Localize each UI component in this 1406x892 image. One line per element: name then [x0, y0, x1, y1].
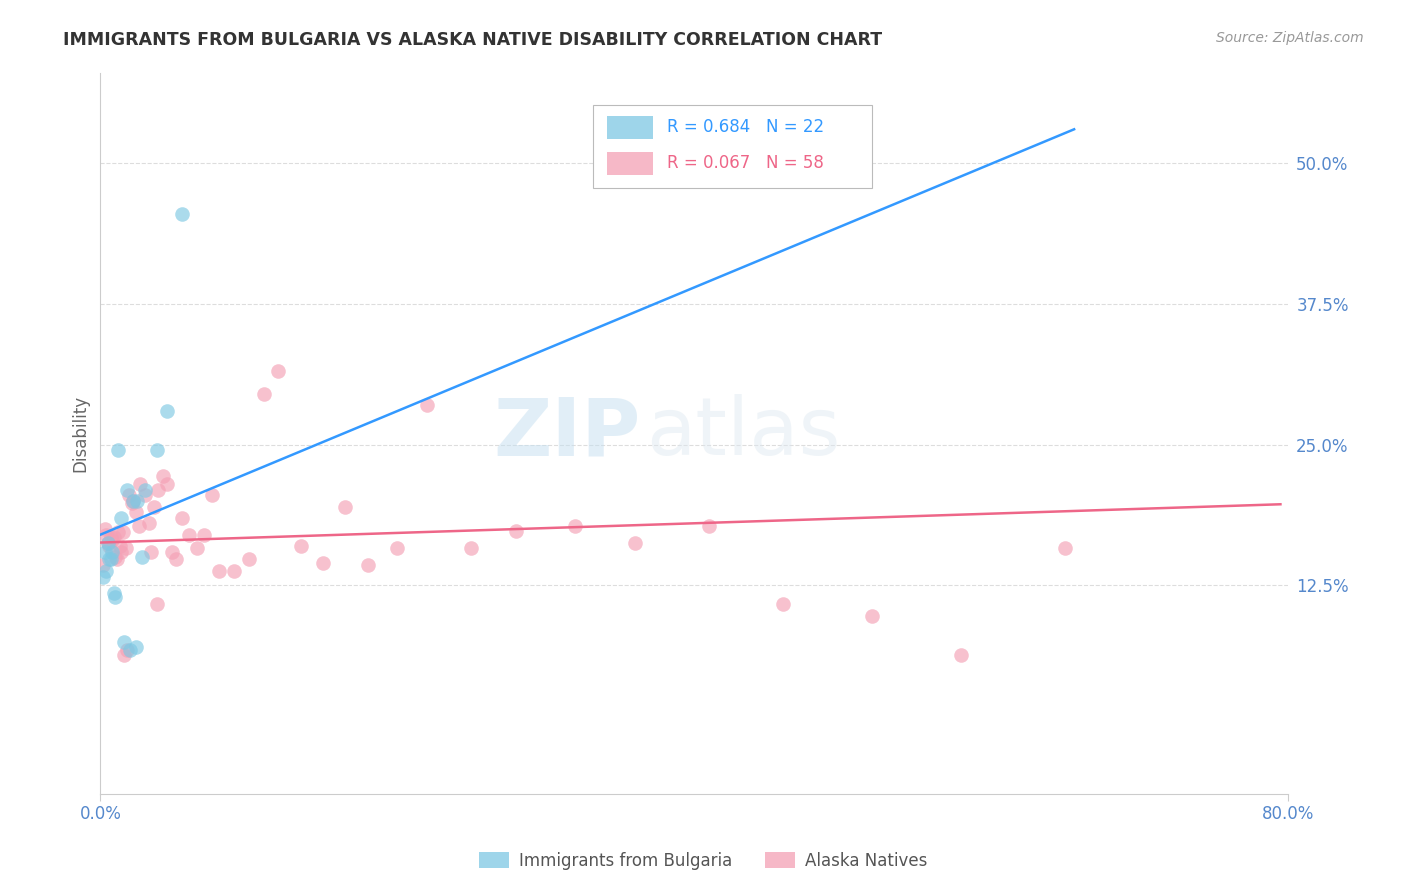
- Point: [170, 510, 193, 524]
- Point: [97, 535, 120, 549]
- Point: [267, 364, 290, 378]
- Point: [623, 535, 645, 549]
- Point: [201, 488, 224, 502]
- Point: [564, 518, 586, 533]
- Point: [105, 552, 128, 566]
- Text: atlas: atlas: [647, 394, 841, 473]
- Point: [134, 483, 156, 497]
- Point: [131, 550, 153, 565]
- Point: [145, 443, 167, 458]
- Point: [156, 477, 179, 491]
- Legend: Immigrants from Bulgaria, Alaska Natives: Immigrants from Bulgaria, Alaska Natives: [472, 846, 934, 877]
- Point: [127, 494, 149, 508]
- Point: [101, 544, 124, 558]
- Point: [103, 586, 125, 600]
- Point: [125, 505, 148, 519]
- Point: [460, 541, 482, 556]
- Point: [416, 398, 439, 412]
- Point: [148, 483, 170, 497]
- Point: [104, 590, 127, 604]
- Text: R = 0.684   N = 22: R = 0.684 N = 22: [666, 118, 824, 136]
- Point: [165, 552, 187, 566]
- FancyBboxPatch shape: [593, 105, 872, 188]
- Point: [860, 608, 883, 623]
- Point: [121, 496, 143, 510]
- Point: [103, 530, 125, 544]
- Y-axis label: Disability: Disability: [72, 395, 89, 472]
- Point: [110, 510, 132, 524]
- Point: [94, 544, 117, 558]
- Point: [186, 541, 208, 556]
- Point: [112, 648, 135, 662]
- Point: [208, 564, 231, 578]
- Point: [134, 488, 156, 502]
- Point: [115, 483, 138, 497]
- Point: [387, 541, 409, 556]
- Point: [312, 556, 335, 570]
- Bar: [607, 152, 652, 175]
- Point: [111, 525, 134, 540]
- Point: [160, 544, 183, 558]
- Point: [107, 525, 129, 540]
- Point: [170, 207, 193, 221]
- Point: [118, 642, 141, 657]
- Point: [101, 533, 124, 548]
- Point: [156, 404, 179, 418]
- Point: [505, 524, 527, 539]
- Point: [222, 564, 245, 578]
- Point: [122, 494, 145, 508]
- Point: [125, 640, 148, 655]
- Point: [253, 387, 276, 401]
- Point: [238, 552, 260, 566]
- Point: [94, 522, 117, 536]
- Point: [152, 469, 174, 483]
- Point: [356, 558, 378, 572]
- Point: [122, 494, 145, 508]
- Point: [1054, 541, 1077, 556]
- Point: [772, 598, 794, 612]
- Text: Source: ZipAtlas.com: Source: ZipAtlas.com: [1216, 31, 1364, 45]
- Point: [145, 598, 167, 612]
- Point: [100, 530, 122, 544]
- Point: [115, 642, 138, 657]
- Point: [104, 550, 127, 565]
- Point: [950, 648, 973, 662]
- Point: [117, 488, 139, 502]
- Point: [129, 477, 152, 491]
- Text: ZIP: ZIP: [494, 394, 641, 473]
- Text: R = 0.067   N = 58: R = 0.067 N = 58: [666, 154, 824, 172]
- Point: [139, 544, 162, 558]
- Point: [193, 527, 215, 541]
- Point: [114, 541, 136, 556]
- Point: [138, 516, 160, 531]
- Point: [142, 500, 165, 514]
- Bar: [607, 115, 652, 138]
- Point: [128, 518, 150, 533]
- Point: [98, 539, 121, 553]
- Point: [107, 443, 129, 458]
- Point: [91, 558, 114, 572]
- Point: [697, 518, 720, 533]
- Point: [96, 527, 118, 541]
- Point: [290, 539, 312, 553]
- Point: [96, 564, 118, 578]
- Point: [335, 500, 357, 514]
- Point: [179, 527, 201, 541]
- Point: [98, 552, 121, 566]
- Point: [112, 634, 135, 648]
- Point: [108, 539, 131, 553]
- Point: [100, 552, 122, 566]
- Text: IMMIGRANTS FROM BULGARIA VS ALASKA NATIVE DISABILITY CORRELATION CHART: IMMIGRANTS FROM BULGARIA VS ALASKA NATIV…: [63, 31, 883, 49]
- Point: [91, 570, 114, 584]
- Point: [97, 535, 120, 549]
- Point: [110, 544, 132, 558]
